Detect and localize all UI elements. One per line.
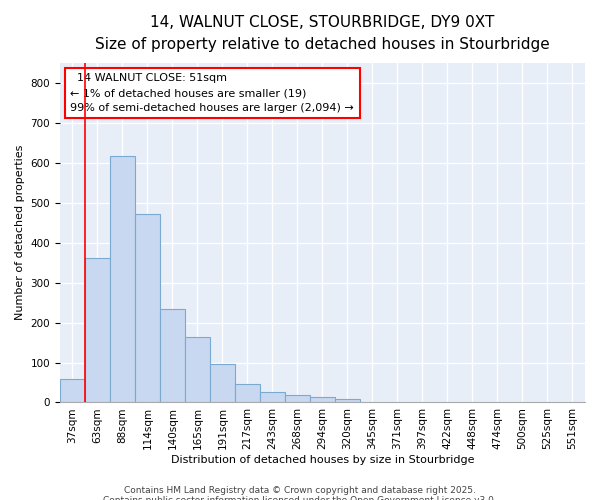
Text: 14 WALNUT CLOSE: 51sqm
← 1% of detached houses are smaller (19)
99% of semi-deta: 14 WALNUT CLOSE: 51sqm ← 1% of detached … bbox=[70, 74, 354, 113]
Bar bbox=[310, 398, 335, 402]
Y-axis label: Number of detached properties: Number of detached properties bbox=[15, 145, 25, 320]
Bar bbox=[210, 364, 235, 403]
Text: Contains HM Land Registry data © Crown copyright and database right 2025.: Contains HM Land Registry data © Crown c… bbox=[124, 486, 476, 495]
Title: 14, WALNUT CLOSE, STOURBRIDGE, DY9 0XT
Size of property relative to detached hou: 14, WALNUT CLOSE, STOURBRIDGE, DY9 0XT S… bbox=[95, 15, 550, 52]
Text: Contains public sector information licensed under the Open Government Licence v3: Contains public sector information licen… bbox=[103, 496, 497, 500]
Bar bbox=[85, 258, 110, 402]
Bar bbox=[160, 308, 185, 402]
Bar bbox=[60, 378, 85, 402]
Bar bbox=[285, 396, 310, 402]
Bar bbox=[110, 156, 135, 402]
Bar bbox=[335, 400, 360, 402]
Bar bbox=[260, 392, 285, 402]
Bar bbox=[185, 338, 210, 402]
Bar bbox=[135, 214, 160, 402]
X-axis label: Distribution of detached houses by size in Stourbridge: Distribution of detached houses by size … bbox=[171, 455, 474, 465]
Bar bbox=[235, 384, 260, 402]
